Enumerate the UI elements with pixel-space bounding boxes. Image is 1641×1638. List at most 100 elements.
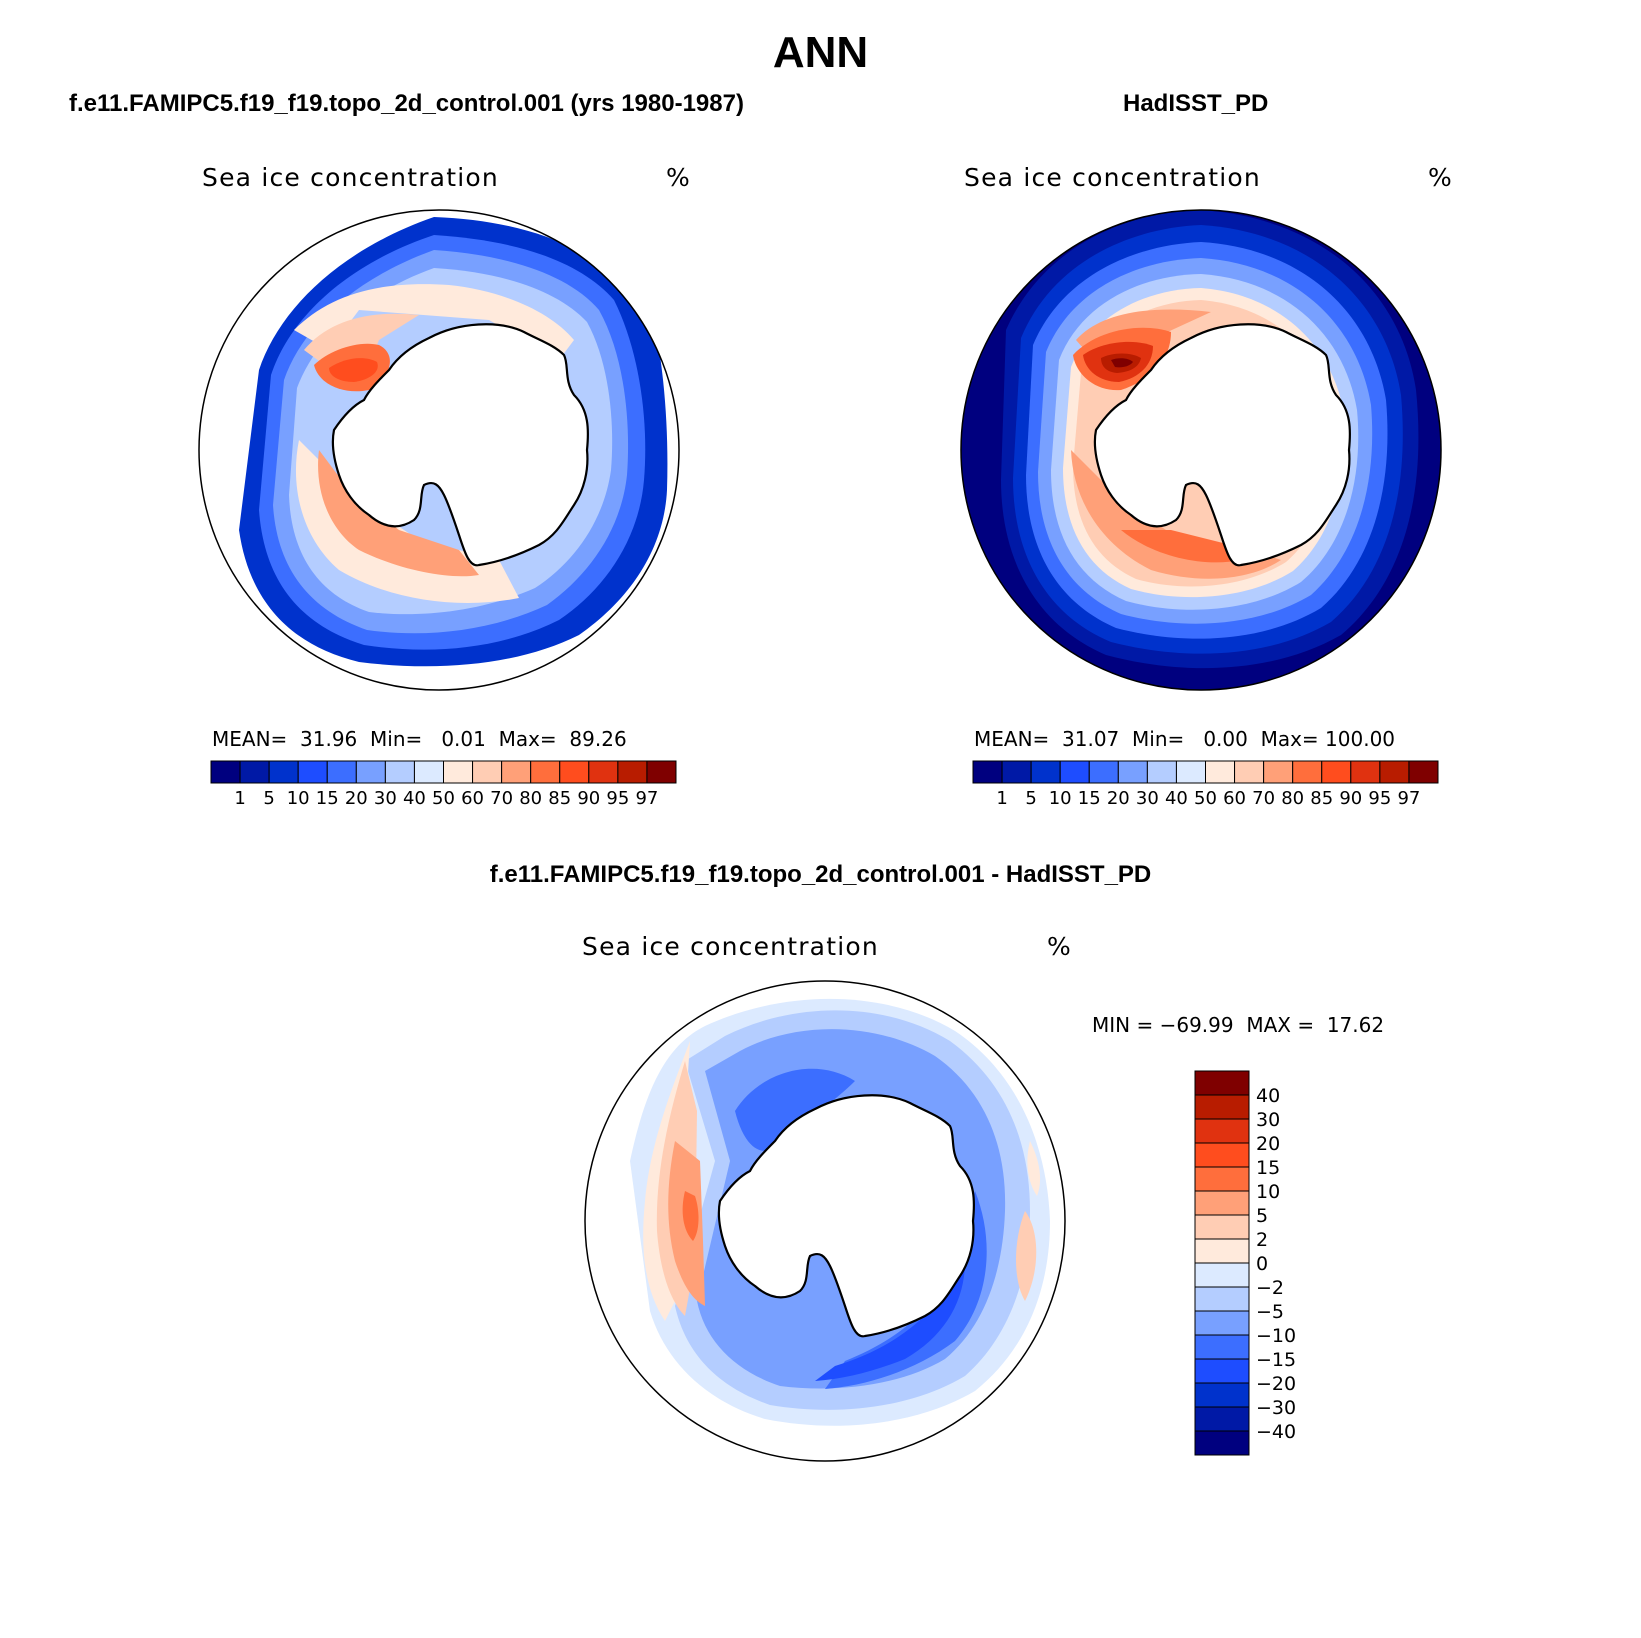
panel3-colorbar-label: 15 (1256, 1157, 1280, 1179)
panel3-min-value: −69.99 (1159, 1013, 1234, 1037)
panel1-colorbar-label: 30 (374, 788, 397, 809)
panel3-colorbar-box (1194, 1286, 1250, 1312)
panel1-colorbar-box (413, 760, 444, 784)
panel3-colorbar-label: −20 (1256, 1373, 1296, 1395)
panel3-stats: MIN = −69.99 MAX = 17.62 (1092, 1013, 1384, 1037)
panel2-colorbar-box (1205, 760, 1236, 784)
panel3-colorbar-label: −2 (1256, 1277, 1284, 1299)
panel2-colorbar-label: 20 (1107, 788, 1130, 809)
panel2-colorbar-label: 80 (1281, 788, 1304, 809)
panel1-max-value: 89.26 (569, 727, 627, 751)
panel3-colorbar-label: 10 (1256, 1181, 1280, 1203)
panel3-subtitle: f.e11.FAMIPC5.f19_f19.topo_2d_control.00… (489, 861, 1152, 888)
panel2-colorbar-box (1321, 760, 1352, 784)
panel3-colorbar-label: −30 (1256, 1397, 1296, 1419)
panel2-units: % (1428, 163, 1453, 192)
panel1-colorbar-label: 15 (316, 788, 339, 809)
panel2-colorbar-label: 70 (1252, 788, 1275, 809)
panel1-subtitle: f.e11.FAMIPC5.f19_f19.topo_2d_control.00… (69, 90, 744, 117)
panel2-colorbar-box (1263, 760, 1294, 784)
panel2-colorbar-label: 10 (1049, 788, 1072, 809)
panel3-colorbar-label: 2 (1256, 1229, 1268, 1251)
panel2-mean-label: MEAN= (974, 727, 1050, 751)
panel2-colorbar-box (972, 760, 1003, 784)
panel1-mean-label: MEAN= (212, 727, 288, 751)
panel2-colorbar: 1 5 10 15 20 30 40 50 60 70 80 85 90 95 97 (972, 760, 1439, 809)
panel2-colorbar-box (1234, 760, 1265, 784)
panel1-colorbar-label: 20 (345, 788, 368, 809)
panel1-colorbar-label: 40 (403, 788, 426, 809)
panel2-colorbar-label: 60 (1223, 788, 1246, 809)
panel1-map (198, 209, 680, 691)
panel2-colorbar-box (1088, 760, 1119, 784)
panel2-colorbar-box (1350, 760, 1381, 784)
panel2-colorbar-box (1146, 760, 1177, 784)
panel2-colorbar-label: 50 (1194, 788, 1217, 809)
panel3-colorbar-label: 30 (1256, 1109, 1280, 1131)
panel2-colorbar-label: 15 (1078, 788, 1101, 809)
panel3-colorbar-box (1194, 1430, 1250, 1456)
panel2-min-value: 0.00 (1203, 727, 1248, 751)
panel3-colorbar-label: 0 (1256, 1253, 1268, 1275)
panel3-colorbar-box (1194, 1070, 1250, 1096)
panel3-colorbar-box (1194, 1334, 1250, 1360)
panel1-min-label: Min= (370, 727, 423, 751)
panel2-colorbar-box (1001, 760, 1032, 784)
panel3-colorbar-box (1194, 1118, 1250, 1144)
panel3-colorbar-label: 5 (1256, 1205, 1268, 1227)
panel3-colorbar-box (1194, 1190, 1250, 1216)
panel1-colorbar-label: 50 (432, 788, 455, 809)
panel1-colorbar-label: 90 (577, 788, 600, 809)
panel2-map (960, 209, 1442, 691)
panel3-colorbar-box (1194, 1142, 1250, 1168)
panel1-colorbar-label: 85 (548, 788, 571, 809)
panel2-subtitle: HadISST_PD (1123, 90, 1269, 117)
panel1-colorbar-box (326, 760, 357, 784)
panel2-stats: MEAN= 31.07 Min= 0.00 Max= 100.00 (974, 727, 1395, 751)
panel2-colorbar-label: 85 (1310, 788, 1333, 809)
panel1-colorbar-box (588, 760, 619, 784)
panel1-colorbar-box (559, 760, 590, 784)
panel3-max-value: 17.62 (1326, 1013, 1385, 1037)
panel2-colorbar-box (1117, 760, 1148, 784)
panel1-colorbar-box (210, 760, 241, 784)
panel3-colorbar-box (1194, 1310, 1250, 1336)
panel3-colorbar-box (1194, 1358, 1250, 1384)
panel2-colorbar-label: 5 (1025, 788, 1036, 809)
panel3-colorbar-label: −40 (1256, 1421, 1296, 1443)
panel2-colorbar-label: 40 (1165, 788, 1188, 809)
panel1-min-value: 0.01 (441, 727, 486, 751)
panel1-mean-value: 31.96 (300, 727, 358, 751)
panel1-max-label: Max= (498, 727, 557, 751)
panel3-units: % (1047, 932, 1072, 961)
panel3-colorbar-label: 20 (1256, 1133, 1280, 1155)
panel2-colorbar-box (1059, 760, 1090, 784)
panel1-colorbar-label: 80 (519, 788, 542, 809)
panel2-colorbar-box (1408, 760, 1439, 784)
panel3-colorbar-box (1194, 1238, 1250, 1264)
panel1-colorbar-box (472, 760, 503, 784)
panel1-colorbar-box (443, 760, 474, 784)
panel2-colorbar-box (1175, 760, 1206, 784)
panel2-variable-label: Sea ice concentration (964, 163, 1261, 192)
panel1-colorbar-box (239, 760, 270, 784)
panel2-max-label: Max= (1260, 727, 1319, 751)
panel1-colorbar-box (501, 760, 532, 784)
panel1-variable-label: Sea ice concentration (202, 163, 499, 192)
panel2-min-label: Min= (1132, 727, 1185, 751)
panel1-colorbar-label: 5 (263, 788, 274, 809)
page-title: ANN (772, 28, 869, 77)
panel3-colorbar-box (1194, 1214, 1250, 1240)
panel1-stats: MEAN= 31.96 Min= 0.01 Max= 89.26 (212, 727, 627, 751)
panel1-units: % (666, 163, 691, 192)
panel1-colorbar-label: 10 (287, 788, 310, 809)
panel1-colorbar-box (384, 760, 415, 784)
panel2-colorbar-label: 97 (1397, 788, 1420, 809)
panel1-colorbar-box (617, 760, 648, 784)
panel3-colorbar-box (1194, 1262, 1250, 1288)
panel1-colorbar-box (646, 760, 677, 784)
panel3-variable-label: Sea ice concentration (582, 932, 879, 961)
panel3-min-label: MIN = (1092, 1013, 1154, 1037)
panel3-colorbar-label: 40 (1256, 1085, 1280, 1107)
panel3-map (584, 980, 1066, 1462)
